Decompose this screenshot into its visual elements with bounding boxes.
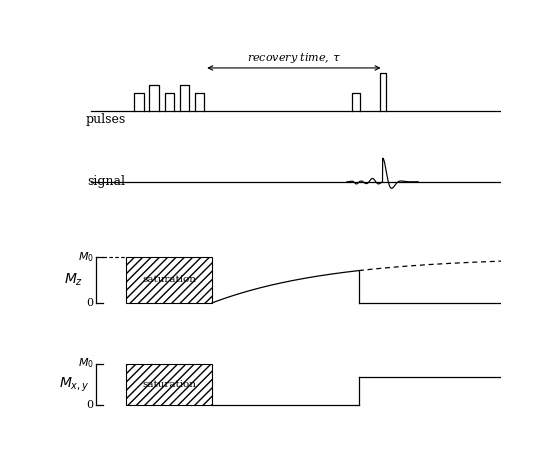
Text: saturation: saturation	[142, 380, 196, 389]
Text: $M_z$: $M_z$	[64, 272, 84, 288]
Text: $M_0$: $M_0$	[78, 357, 94, 371]
Text: 0: 0	[87, 400, 94, 411]
Text: recovery time, $\tau$: recovery time, $\tau$	[247, 51, 341, 65]
Text: $M_{x,y}$: $M_{x,y}$	[58, 375, 89, 394]
Text: pulses: pulses	[85, 113, 126, 126]
Text: saturation: saturation	[142, 275, 196, 285]
Text: $M_0$: $M_0$	[78, 250, 94, 264]
Bar	[126, 364, 212, 405]
Text: signal: signal	[88, 175, 126, 188]
Bar	[126, 257, 212, 303]
Text: 0: 0	[87, 298, 94, 308]
